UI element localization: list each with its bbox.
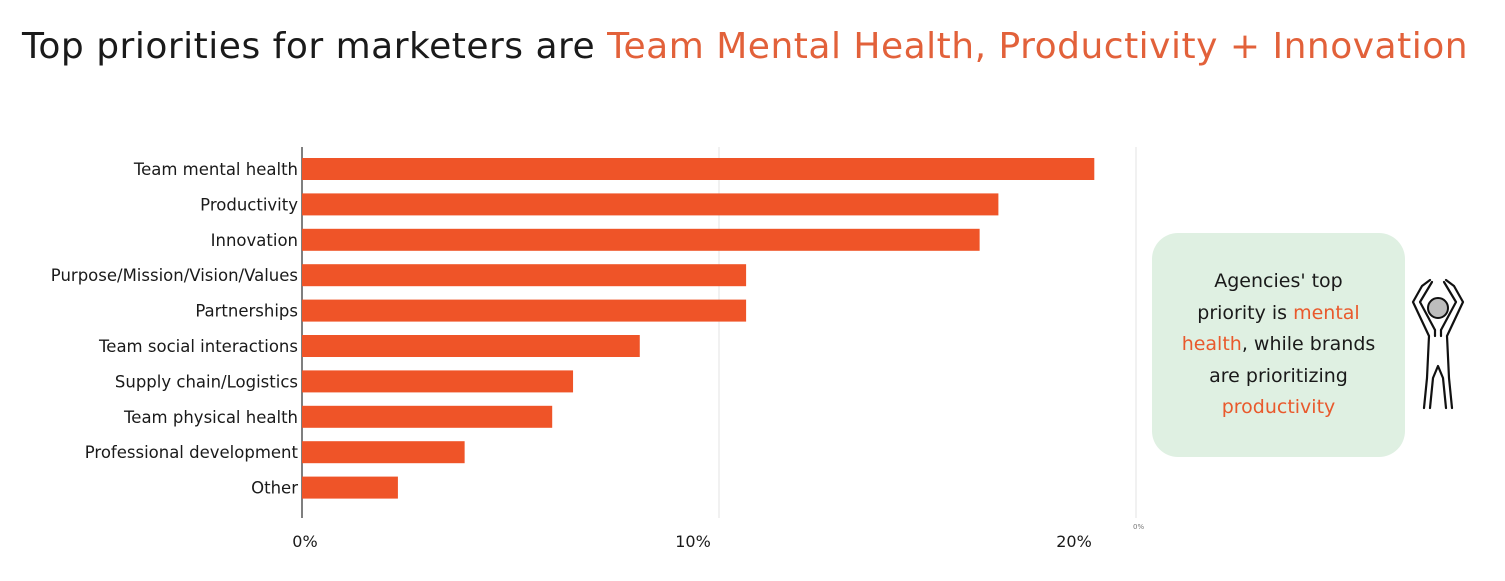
category-label: Team social interactions [98, 337, 298, 356]
callout-line-4: are prioritizing [1209, 364, 1348, 387]
chart-title-prefix: Top priorities for marketers are [22, 26, 608, 67]
category-label: Team mental health [133, 160, 298, 179]
category-label: Supply chain/Logistics [115, 372, 298, 391]
bar [302, 228, 980, 251]
x-tick-label: 10% [675, 532, 711, 551]
extra-tick-label: 0% [1133, 523, 1144, 531]
category-label: Professional development [85, 443, 299, 462]
category-label: Innovation [211, 231, 298, 250]
bar [302, 299, 747, 322]
callout-highlight-mental: mental [1293, 301, 1360, 324]
bar [302, 264, 747, 287]
category-label: Productivity [200, 195, 298, 214]
category-label: Team physical health [123, 408, 298, 427]
bar [302, 405, 553, 428]
category-label: Purpose/Mission/Vision/Values [51, 266, 298, 285]
callout-highlight-health: health [1181, 333, 1242, 356]
callout-line-3: , while brands [1241, 333, 1376, 356]
x-tick-label: 0% [292, 532, 317, 551]
bar [302, 335, 640, 357]
callout-line-1: Agencies' top [1214, 270, 1343, 293]
bar [302, 193, 999, 216]
callout-highlight-productivity: productivity [1221, 396, 1336, 419]
chart-title-highlight: Team Mental Health, Productivity + Innov… [607, 26, 1469, 67]
person-arms-raised-icon [1411, 278, 1465, 410]
callout-box: Agencies' top priority is mental health,… [1152, 233, 1405, 457]
bar [302, 476, 398, 499]
callout-text: Agencies' top priority is mental health,… [1166, 266, 1391, 424]
bar [302, 441, 465, 464]
callout-line-2: priority is [1197, 301, 1294, 324]
bar [302, 370, 574, 393]
x-tick-label: 20% [1056, 532, 1092, 551]
chart-title: Top priorities for marketers are Team Me… [22, 26, 1468, 67]
category-label: Other [251, 479, 298, 498]
category-label: Partnerships [195, 302, 298, 321]
bar [302, 158, 1095, 180]
